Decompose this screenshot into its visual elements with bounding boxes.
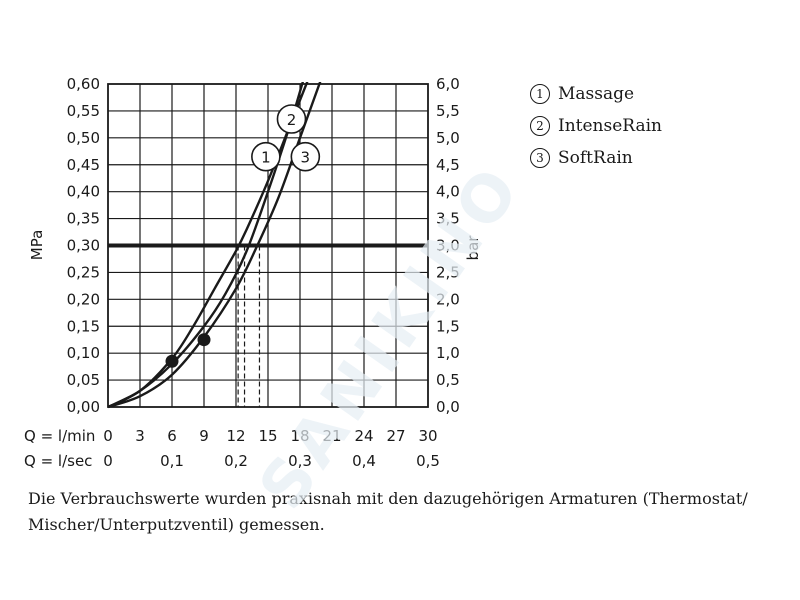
- legend-item-intenserain: 2 IntenseRain: [530, 110, 662, 142]
- legend-item-massage: 1 Massage: [530, 78, 662, 110]
- x-axis-label-lmin: Q = l/min: [24, 427, 95, 445]
- right-tick-label: 0,0: [436, 398, 460, 416]
- left-tick-label: 0,45: [67, 156, 100, 174]
- footer-line-1: Die Verbrauchswerte wurden praxisnah mit…: [28, 489, 748, 508]
- right-tick-label: 0,5: [436, 371, 460, 389]
- x-axis-ticks-lsec: 0 0,1 0,2 0,3 0,4 0,5: [103, 452, 440, 470]
- data-point: [197, 333, 211, 347]
- legend-label-softrain: SoftRain: [558, 148, 633, 168]
- curve-label-2: 2: [287, 111, 297, 129]
- right-tick-label: 4,0: [436, 183, 460, 201]
- right-tick-label: 2,0: [436, 290, 460, 308]
- legend-label-massage: Massage: [558, 84, 635, 104]
- curve-label-circle: [290, 141, 321, 172]
- legend-label-intenserain: IntenseRain: [558, 116, 663, 136]
- legend: 1 Massage 2 IntenseRain 3 SoftRain: [530, 78, 662, 174]
- right-axis-ticks: 0,0 0,5 1,0 1,5 2,0 2,5 3,0 3,5 4,0 4,5 5,0 5,5 6,0: [436, 75, 460, 416]
- right-tick-label: 3,5: [436, 210, 460, 228]
- x-tick-label: 27: [386, 427, 405, 445]
- left-tick-label: 0,60: [67, 75, 100, 93]
- x-axis-label-lsec: Q = l/sec: [24, 452, 92, 470]
- x2-tick-label: 0: [103, 452, 113, 470]
- left-tick-label: 0,10: [67, 344, 100, 362]
- right-tick-label: 3,0: [436, 237, 460, 255]
- left-tick-label: 0,30: [67, 237, 100, 255]
- right-tick-label: 5,5: [436, 102, 460, 120]
- x-tick-label: 9: [199, 427, 209, 445]
- left-tick-label: 0,15: [67, 317, 100, 335]
- x-tick-label: 18: [290, 427, 309, 445]
- left-tick-label: 0,40: [67, 183, 100, 201]
- pressure-flow-chart: 123 0,000,050,100,150,200,250,300,350,40…: [24, 75, 482, 470]
- legend-number-3: 3: [530, 148, 550, 168]
- series-line-intenserain: [108, 82, 305, 409]
- x-tick-label: 6: [167, 427, 177, 445]
- right-tick-label: 1,5: [436, 317, 460, 335]
- left-tick-label: 0,00: [67, 398, 100, 416]
- right-tick-label: 1,0: [436, 344, 460, 362]
- right-tick-label: 2,5: [436, 263, 460, 281]
- left-axis-label: MPa: [28, 230, 46, 261]
- x-tick-label: 12: [226, 427, 245, 445]
- curve-label-circle: [251, 141, 281, 172]
- left-tick-label: 0,20: [67, 290, 100, 308]
- legend-number-1: 1: [530, 84, 550, 104]
- legend-number-2: 2: [530, 116, 550, 136]
- footer-note: Die Verbrauchswerte wurden praxisnah mit…: [28, 486, 768, 538]
- curve-label-1: 1: [261, 149, 271, 167]
- data-points: [165, 333, 211, 368]
- x2-tick-label: 0,1: [160, 452, 184, 470]
- x2-tick-label: 0,5: [416, 452, 440, 470]
- right-axis-label: bar: [464, 235, 482, 261]
- curve-label-3: 3: [301, 149, 311, 167]
- footer-line-2: Mischer/Unterputzventil) gemessen.: [28, 515, 325, 534]
- right-tick-label: 5,0: [436, 129, 460, 147]
- right-tick-label: 4,5: [436, 156, 460, 174]
- x-axis-ticks-lmin: 0 3 6 9 12 15 18 21 24 27 30: [103, 427, 437, 445]
- left-tick-label: 0,50: [67, 129, 100, 147]
- data-point: [165, 354, 179, 368]
- x2-tick-label: 0,2: [224, 452, 248, 470]
- left-tick-label: 0,05: [67, 371, 100, 389]
- x2-tick-label: 0,4: [352, 452, 376, 470]
- x-tick-label: 24: [354, 427, 373, 445]
- x-tick-label: 3: [135, 427, 145, 445]
- left-tick-label: 0,55: [67, 102, 100, 120]
- right-tick-label: 6,0: [436, 75, 460, 93]
- curve-labels: 1 2 3: [251, 104, 321, 172]
- left-tick-label: 0,25: [67, 263, 100, 281]
- x-tick-label: 0: [103, 427, 113, 445]
- x2-tick-label: 0,3: [288, 452, 312, 470]
- x-tick-label: 21: [322, 427, 341, 445]
- left-axis-ticks: 0,00 0,05 0,10 0,15 0,20 0,25 0,30 0,35 0,40 0,45…: [67, 75, 100, 416]
- left-tick-label: 0,35: [67, 210, 100, 228]
- x-tick-label: 15: [258, 427, 277, 445]
- curve-label-circle: [276, 104, 307, 134]
- legend-item-softrain: 3 SoftRain: [530, 142, 662, 174]
- x-tick-label: 30: [418, 427, 437, 445]
